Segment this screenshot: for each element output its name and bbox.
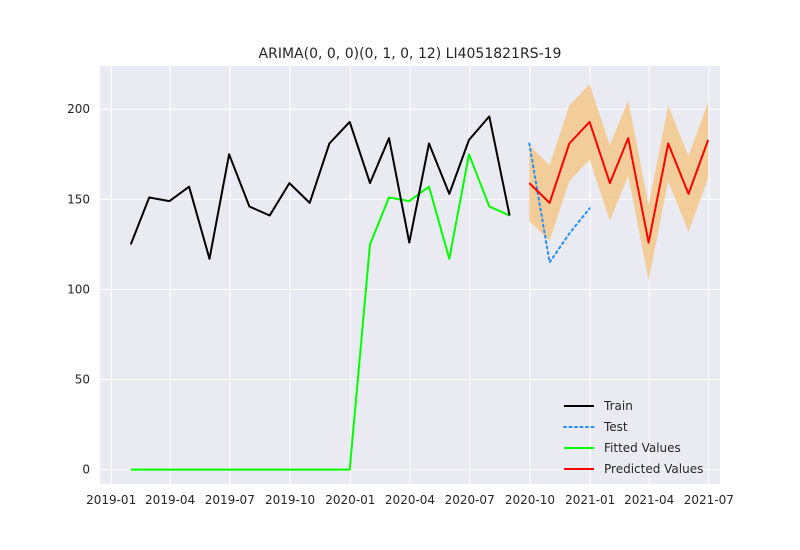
x-tick-label: 2020-10 <box>505 493 555 507</box>
prediction-interval-band <box>529 84 709 281</box>
x-tick-label: 2019-07 <box>205 493 255 507</box>
x-tick-label: 2019-04 <box>145 493 195 507</box>
x-tick-label: 2021-07 <box>684 493 734 507</box>
x-tick-label: 2020-01 <box>325 493 375 507</box>
x-tick-label: 2021-04 <box>624 493 674 507</box>
train-line <box>129 115 511 260</box>
y-tick-label: 0 <box>82 463 90 477</box>
legend: Train Test Fitted Values Predicted Values <box>563 399 703 476</box>
fitted-values-line <box>130 153 511 471</box>
predicted-values-line <box>528 120 710 244</box>
y-axis-ticks: 0 50 100 150 200 <box>67 102 90 476</box>
chart-title: ARIMA(0, 0, 0)(0, 1, 0, 12) LI4051821RS-… <box>259 46 562 62</box>
y-tick-label: 150 <box>67 192 90 206</box>
legend-label-test: Test <box>603 420 628 434</box>
confidence-band <box>529 84 709 281</box>
grid <box>100 66 720 484</box>
x-tick-label: 2021-01 <box>565 493 615 507</box>
x-tick-label: 2019-01 <box>86 493 136 507</box>
x-tick-label: 2019-10 <box>265 493 315 507</box>
legend-label-train: Train <box>603 399 633 413</box>
y-tick-label: 100 <box>67 282 90 296</box>
y-tick-label: 200 <box>67 102 90 116</box>
test-line <box>528 142 591 264</box>
x-axis-ticks: 2019-01 2019-04 2019-07 2019-10 2020-01 2020-… <box>86 493 734 507</box>
x-tick-label: 2020-04 <box>385 493 435 507</box>
y-tick-label: 50 <box>75 373 90 387</box>
series <box>129 115 710 471</box>
legend-label-fitted-values: Fitted Values <box>604 441 681 455</box>
x-tick-label: 2020-07 <box>445 493 495 507</box>
legend-label-predicted-values: Predicted Values <box>604 462 703 476</box>
